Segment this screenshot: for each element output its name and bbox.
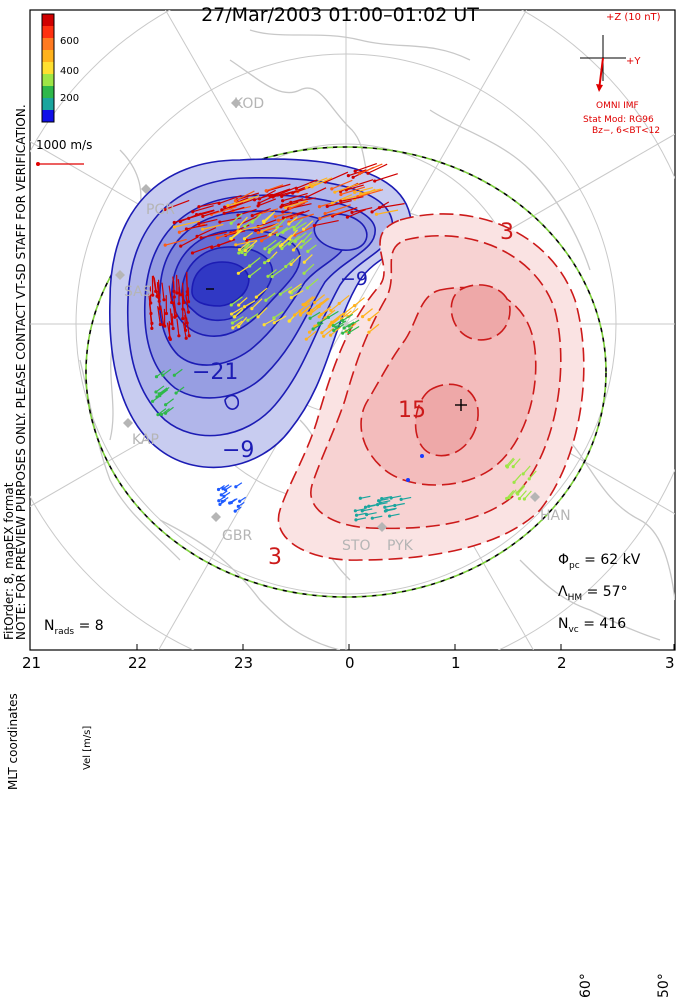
station-han: HAN [540,508,571,524]
preview-note: NOTE: FOR PREVIEW PURPOSES ONLY. PLEASE … [14,104,28,640]
velocity-colorbar [42,14,54,122]
colorbar-tick-400: 400 [60,66,79,77]
station-sas: SAS [124,284,152,300]
imf-title: +Z (10 nT) [606,12,661,23]
latitude-label-50: 50° [656,973,672,998]
station-sto: STO [342,538,370,554]
imf-condition: Bz−, 6<BT<12 [592,126,660,136]
stat-model: Stat Mod: RG96 [583,115,654,125]
contour-label-pos-3: 3 [500,220,514,245]
station-kod: KOD [234,96,264,112]
mlt-tick-22: 22 [128,654,147,672]
vector-scale-label: 1000 m/s [36,138,92,152]
coordinates-label: MLT coordinates [6,693,20,790]
imf-source: OMNI IMF [596,101,639,111]
mlt-tick-23: 23 [234,654,253,672]
mlt-tick-2: 2 [557,654,567,672]
polar-map [0,0,680,674]
mlt-tick-21: 21 [22,654,41,672]
contour-label-pos-3b: 3 [268,545,282,570]
data-point [420,454,424,458]
fit-order-note: FitOrder: 8, mapEX format [2,483,16,640]
map-figure: 27/Mar/2003 01:00–01:02 UT NOTE: FOR PRE… [0,0,680,674]
radar-count: Nrads = 8 [44,618,104,637]
cross-polar-potential: Φpc = 62 kV [558,552,640,571]
latitude-label-60: 60° [578,973,594,998]
mlt-tick-0: 0 [345,654,355,672]
contour-label-pos-15: 15 [398,398,426,423]
contour-label-neg-21: −21 [192,360,238,385]
hm-latitude: ΛHM = 57° [558,584,628,603]
colorbar-tick-200: 200 [60,93,79,104]
colorbar-tick-600: 600 [60,36,79,47]
imf-y-label: +Y [626,56,641,67]
data-point [406,478,410,482]
contour-label-neg-9b: −9 [340,268,368,290]
station-kap: KAP [132,432,159,448]
station-pyk: PYK [387,538,413,554]
station-gbr: GBR [222,528,252,544]
station-pgr: PGR [146,202,175,218]
contour-label-neg-9: −9 [222,438,254,463]
vector-count: Nvc = 416 [558,616,626,635]
colorbar-label: Vel [m/s] [82,726,93,770]
mlt-tick-1: 1 [451,654,461,672]
plot-title: 27/Mar/2003 01:00–01:02 UT [0,4,680,26]
mlt-tick-3: 3 [665,654,675,672]
